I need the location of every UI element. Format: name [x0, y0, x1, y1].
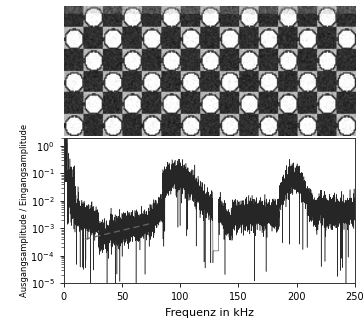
- X-axis label: Frequenz in kHz: Frequenz in kHz: [165, 308, 254, 318]
- Y-axis label: Ausgangsamplitude / Eingangsamplitude: Ausgangsamplitude / Eingangsamplitude: [20, 124, 29, 297]
